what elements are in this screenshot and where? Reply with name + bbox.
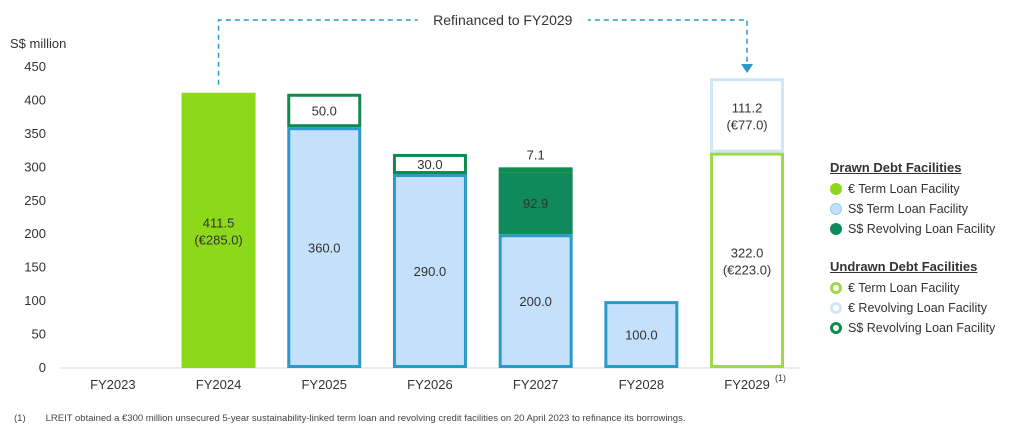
y-tick-label-8: 400 <box>24 92 46 107</box>
y-tick-label-5: 250 <box>24 193 46 208</box>
x-tick-label-FY2029: FY2029 <box>724 377 770 392</box>
data-label: 30.0 <box>417 157 442 172</box>
legend-label: S$ Term Loan Facility <box>848 202 968 216</box>
legend-undrawn-title: Undrawn Debt Facilities <box>830 259 978 274</box>
bar-FY2027-sgd_rev_undrawn <box>498 167 573 173</box>
data-sublabel: (€285.0) <box>194 232 242 247</box>
legend-drawn-title: Drawn Debt Facilities <box>830 160 962 175</box>
legend-undrawn-item: € Term Loan Facility <box>830 278 995 298</box>
legend-drawn-item: S$ Term Loan Facility <box>830 199 995 219</box>
x-tick-label-FY2028: FY2028 <box>619 377 665 392</box>
legend-undrawn: Undrawn Debt Facilities € Term Loan Faci… <box>830 259 995 338</box>
y-tick-label-2: 100 <box>24 293 46 308</box>
legend-swatch-icon <box>830 183 842 195</box>
footnote: (1) LREIT obtained a €300 million unsecur… <box>14 413 685 424</box>
annotation-label: Refinanced to FY2029 <box>433 12 573 28</box>
x-tick-label-FY2026: FY2026 <box>407 377 453 392</box>
bar-FY2025-sgd_term_drawn <box>287 127 362 368</box>
footnote-text: LREIT obtained a €300 million unsecured … <box>45 413 686 424</box>
bar-FY2026-sgd_rev_undrawn <box>392 153 467 175</box>
y-axis-title: S$ million <box>10 36 66 51</box>
legend-swatch-icon <box>830 223 842 235</box>
data-sublabel: (€77.0) <box>726 117 767 132</box>
legend-label: € Revolving Loan Facility <box>848 301 987 315</box>
legend-label: € Term Loan Facility <box>848 281 960 295</box>
refinance-annotation: Refinanced to FY2029 <box>217 8 754 85</box>
bars: 411.5 (€285.0) 360.0 50.0 290.0 30.0 200.0 92.9… <box>181 78 785 369</box>
data-label: 290.0 <box>414 264 447 279</box>
y-axis-ticks: 0 50 100 150 200 250 300 350 400 450 <box>24 59 46 375</box>
data-label: 92.9 <box>523 196 548 211</box>
bar-FY2029-eur_rev_undrawn <box>710 78 785 153</box>
x-tick-label-FY2024: FY2024 <box>196 377 242 392</box>
legend-undrawn-item: S$ Revolving Loan Facility <box>830 318 995 338</box>
arrow-down-icon <box>741 64 754 73</box>
x-axis-labels: FY2023 FY2024 FY2025 FY2026 FY2027 FY2028 FY20… <box>90 373 786 392</box>
annotation-label-background <box>417 8 588 32</box>
footnote-number: (1) <box>14 413 26 424</box>
legend-drawn-item: S$ Revolving Loan Facility <box>830 219 995 239</box>
refinance-bracket <box>217 19 748 85</box>
x-tick-label-FY2025: FY2025 <box>301 377 347 392</box>
bar-FY2027-sgd_term_drawn <box>498 234 573 368</box>
debt-maturity-chart: S$ million 0 50 100 150 200 250 300 350 400 450 R… <box>10 8 800 392</box>
legend-label: € Term Loan Facility <box>848 182 960 196</box>
data-label: 111.2 <box>732 100 763 115</box>
legend-label: S$ Revolving Loan Facility <box>848 321 996 335</box>
legend-drawn-item: € Term Loan Facility <box>830 179 995 199</box>
bar-FY2025-sgd_rev_undrawn <box>287 93 362 128</box>
y-tick-label-9: 450 <box>24 59 46 74</box>
y-tick-label-3: 150 <box>24 260 46 275</box>
legend-label: S$ Revolving Loan Facility <box>848 222 996 236</box>
x-tick-superscript: (1) <box>775 373 786 383</box>
y-tick-label-7: 350 <box>24 126 46 141</box>
legend-swatch-icon <box>830 203 842 215</box>
data-label: 100.0 <box>625 328 658 343</box>
y-tick-label-6: 300 <box>24 159 46 174</box>
data-sublabel: (€223.0) <box>723 262 771 277</box>
data-label: 411.5 <box>203 215 235 230</box>
bar-FY2026-sgd_term_drawn <box>392 174 467 368</box>
legend-swatch-icon <box>830 302 842 314</box>
legend-undrawn-item: € Revolving Loan Facility <box>830 298 995 318</box>
x-tick-label-FY2027: FY2027 <box>513 377 559 392</box>
bar-FY2029-eur_term_undrawn <box>710 152 785 368</box>
data-label: 200.0 <box>519 294 552 309</box>
y-tick-label-1: 50 <box>32 327 46 342</box>
data-label: 7.1 <box>527 147 545 162</box>
legend-drawn: Drawn Debt Facilities € Term Loan Facili… <box>830 160 995 239</box>
bar-FY2027-sgd_rev_drawn <box>498 172 573 235</box>
legend-swatch-icon <box>830 282 842 294</box>
bar-FY2028-sgd_term_drawn <box>604 301 679 369</box>
data-label: 322.0 <box>731 245 764 260</box>
data-label: 50.0 <box>312 103 337 118</box>
y-tick-label-4: 200 <box>24 226 46 241</box>
y-tick-label-0: 0 <box>39 360 46 375</box>
bar-FY2024-eur_term_drawn <box>181 92 256 368</box>
x-tick-label-FY2023: FY2023 <box>90 377 136 392</box>
data-label: 360.0 <box>308 241 341 256</box>
legend-swatch-icon <box>830 322 842 334</box>
